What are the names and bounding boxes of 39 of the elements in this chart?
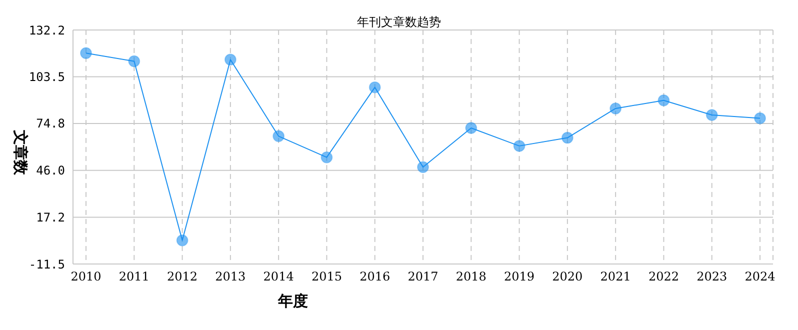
point [658, 94, 670, 106]
y-tick-label: 103.5 [28, 70, 65, 84]
y-tick-label: 46.0 [36, 164, 65, 178]
y-tick-label: 74.8 [36, 116, 65, 131]
point [610, 102, 622, 114]
x-tick-label: 2018 [456, 270, 486, 284]
point [417, 161, 429, 174]
point [706, 109, 718, 121]
point [754, 112, 766, 124]
x-tick-label: 2014 [263, 270, 294, 284]
x-axis-title: 年度 [278, 292, 308, 311]
point [224, 54, 236, 66]
point [368, 81, 381, 94]
x-tick-label: 2017 [408, 270, 438, 284]
point [465, 122, 478, 134]
point [561, 132, 574, 144]
y-tick-label: 17.2 [36, 210, 65, 225]
x-tick-label: 2024 [744, 270, 776, 284]
x-tick-label: 2011 [118, 270, 150, 284]
x-tick-label: 2023 [696, 270, 728, 284]
y-axis-title: 文章数 [10, 129, 30, 177]
x-tick-label: 2021 [600, 270, 631, 284]
point [513, 140, 526, 152]
x-tick-label: 2022 [648, 270, 679, 284]
x-tick-label: 2015 [311, 270, 342, 284]
point [176, 234, 188, 246]
chart-title: 年刊文章数趋势 [357, 15, 441, 29]
point [80, 47, 92, 60]
point [272, 130, 285, 142]
x-tick-label: 2010 [70, 270, 102, 284]
x-tick-label: 2016 [360, 270, 390, 284]
point [128, 55, 140, 68]
y-tick-label: -11.5 [28, 257, 65, 272]
x-tick-label: 2019 [504, 270, 535, 284]
x-tick-label: 2020 [552, 270, 583, 284]
y-tick-label: 132.2 [28, 23, 65, 38]
point [320, 151, 333, 164]
x-tick-label: 2013 [215, 270, 246, 284]
x-tick-label: 2012 [167, 270, 198, 284]
